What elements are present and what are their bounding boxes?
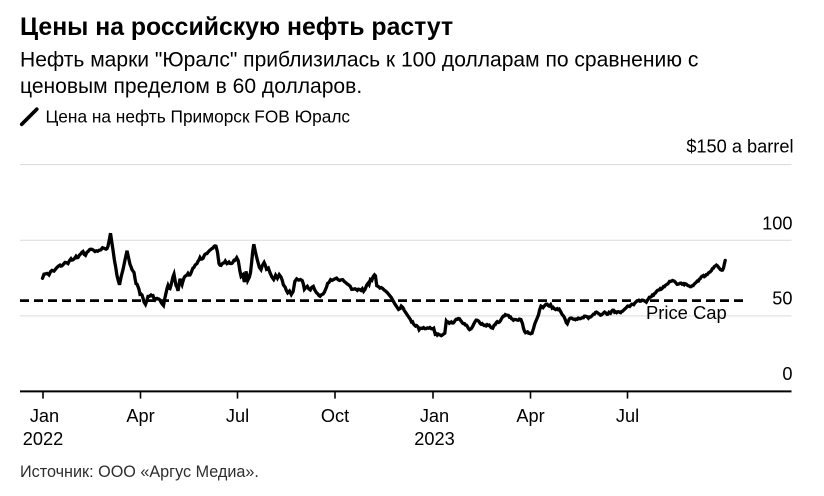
svg-text:$150 a barrel: $150 a barrel <box>686 137 793 157</box>
svg-text:2022: 2022 <box>23 429 63 449</box>
svg-text:Jan: Jan <box>30 406 59 426</box>
svg-text:Нефть марки "Юралс" приблизила: Нефть марки "Юралс" приблизилась к 100 д… <box>20 49 698 72</box>
svg-text:50: 50 <box>772 289 792 309</box>
svg-text:Apr: Apr <box>516 406 544 426</box>
svg-text:Источник: ООО «Аргус Медиа».: Источник: ООО «Аргус Медиа». <box>20 463 259 481</box>
svg-text:Price Cap: Price Cap <box>646 302 727 323</box>
svg-text:0: 0 <box>782 364 792 384</box>
svg-text:ценовым пределом в 60 долларов: ценовым пределом в 60 долларов. <box>20 75 362 98</box>
svg-text:2023: 2023 <box>414 429 454 449</box>
svg-text:Jul: Jul <box>616 406 639 426</box>
svg-text:Jul: Jul <box>226 406 249 426</box>
svg-text:Цена на нефть Приморск FOB Юра: Цена на нефть Приморск FOB Юралс <box>46 107 351 127</box>
svg-text:Apr: Apr <box>126 406 154 426</box>
svg-text:100: 100 <box>762 214 792 234</box>
svg-text:Jan: Jan <box>420 406 449 426</box>
svg-text:Цены на российскую нефть расту: Цены на российскую нефть растут <box>20 14 453 41</box>
svg-text:Oct: Oct <box>321 406 349 426</box>
